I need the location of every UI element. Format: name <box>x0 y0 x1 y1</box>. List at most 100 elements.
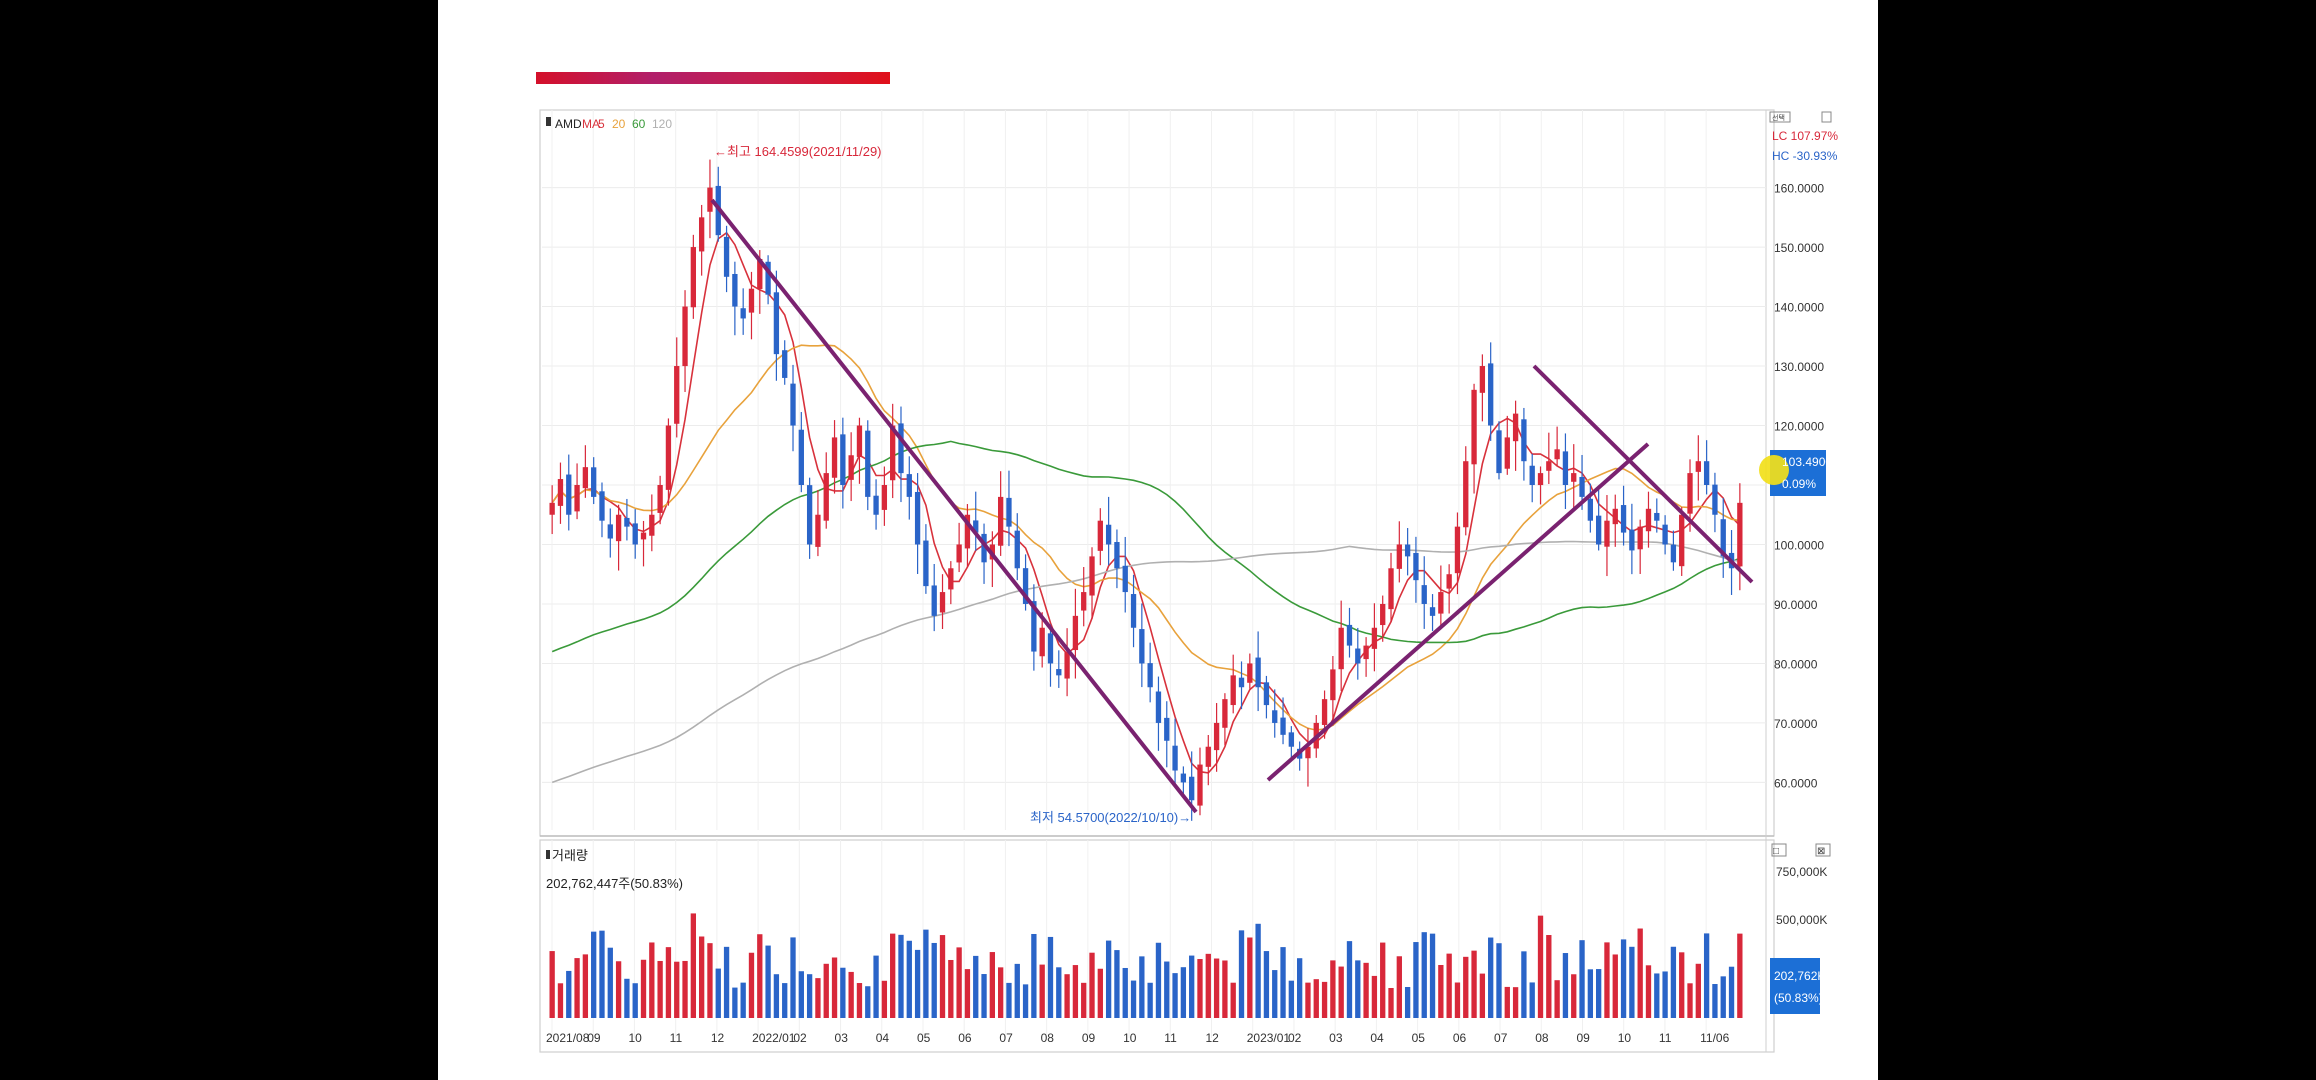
candle-body <box>1703 461 1710 485</box>
volume-bar <box>1429 933 1436 1018</box>
volume-bar <box>1172 973 1178 1018</box>
ma-legend: AMD MA 5 20 60 120 <box>546 117 672 131</box>
volume-panel-close-label: ⊠ <box>1817 846 1825 857</box>
trendline-down-2 <box>1532 364 1754 584</box>
candle-body <box>1114 542 1120 569</box>
volume-bar <box>973 955 979 1018</box>
date-tick-label: 08 <box>1041 1031 1055 1045</box>
candle-body <box>1537 473 1544 486</box>
volume-bar <box>923 929 929 1018</box>
date-tick-label: 12 <box>711 1031 725 1045</box>
candle-body <box>1629 529 1635 551</box>
volume-bar <box>1612 954 1618 1018</box>
volume-bar <box>582 954 589 1018</box>
candle-body <box>1097 520 1103 551</box>
candle-body <box>1488 363 1494 426</box>
candle-body <box>848 455 854 480</box>
candle-body <box>1595 515 1602 545</box>
volume-bar <box>1321 981 1328 1018</box>
candle-body <box>1438 592 1444 614</box>
volume-bar <box>848 971 854 1018</box>
date-tick-label: 11 <box>1659 1031 1672 1045</box>
candle-body <box>1380 603 1386 626</box>
trendline-down-1 <box>710 198 1198 814</box>
high-annotation: ←최고 164.4599(2021/11/29) <box>714 144 882 159</box>
candle-body <box>997 496 1004 546</box>
candle-body <box>1720 519 1726 557</box>
candle-body <box>873 495 879 515</box>
lc-text: LC 107.97% <box>1772 129 1838 143</box>
legend-marker <box>546 117 551 126</box>
date-tick-label: 03 <box>835 1031 849 1045</box>
volume-bar <box>1280 947 1286 1018</box>
price-tick-label: 80.0000 <box>1774 657 1818 671</box>
candle-body <box>1712 484 1718 515</box>
volume-bar <box>1180 967 1187 1018</box>
volume-bar <box>1396 956 1402 1018</box>
volume-bar <box>1587 969 1594 1018</box>
candle-body <box>1612 508 1618 525</box>
candle-body <box>657 485 663 513</box>
volume-bar <box>906 940 912 1018</box>
volume-bar <box>1338 966 1344 1018</box>
candle-body <box>1670 544 1677 563</box>
ma-5-label: 5 <box>598 117 605 131</box>
panel-select-button[interactable] <box>1769 111 1791 123</box>
candle-body <box>1446 574 1452 589</box>
ma-120-line <box>551 540 1740 784</box>
candle-body <box>1346 624 1353 646</box>
volume-bar <box>1039 964 1045 1018</box>
volume-bar <box>765 945 771 1018</box>
volume-bar <box>1255 923 1261 1018</box>
volume-bar <box>815 978 821 1018</box>
candle-body <box>1272 710 1278 723</box>
candlesticks <box>549 159 1743 821</box>
candle-body <box>615 514 622 542</box>
volume-bar <box>865 986 871 1018</box>
candle-body <box>1338 627 1344 670</box>
volume-bar <box>881 980 888 1018</box>
volume-bar <box>640 959 647 1018</box>
volume-bar <box>997 967 1004 1018</box>
price-tick-label: 160.0000 <box>1774 182 1824 196</box>
volume-title: 거래량 <box>552 848 588 863</box>
date-tick-label: 04 <box>1370 1031 1384 1045</box>
volume-bar <box>1296 958 1303 1018</box>
volume-bar <box>1147 982 1153 1018</box>
candle-body <box>599 491 605 521</box>
volume-bar <box>1554 980 1560 1018</box>
candle-body <box>1280 717 1286 735</box>
price-tick-label: 90.0000 <box>1774 598 1818 612</box>
volume-value: 202,762,447주(50.83%) <box>546 876 683 891</box>
volume-bar <box>1537 915 1544 1018</box>
volume-bar <box>732 987 738 1018</box>
price-tick-label: 140.0000 <box>1774 301 1824 315</box>
volume-panel-close[interactable] <box>1815 843 1831 857</box>
candle-body <box>948 568 954 590</box>
candle-body <box>881 485 888 510</box>
candle-body <box>1006 497 1012 527</box>
volume-bar <box>1288 980 1295 1018</box>
volume-bar <box>1089 952 1095 1018</box>
volume-bar <box>1313 979 1319 1018</box>
date-tick-label: 09 <box>1576 1031 1590 1045</box>
panel-close-button[interactable] <box>1821 111 1832 123</box>
candle-body <box>815 514 821 547</box>
ma-60-line <box>551 440 1741 653</box>
candle-body <box>1047 633 1054 664</box>
volume-panel-button[interactable] <box>1771 843 1787 857</box>
volume-panel-frame <box>539 839 1775 1053</box>
volume-bar <box>1496 943 1502 1018</box>
ticker-label: AMD <box>555 117 582 131</box>
volume-bar <box>566 970 572 1018</box>
date-tick-label: 09 <box>587 1031 601 1045</box>
volume-bar <box>1205 953 1211 1018</box>
candle-body <box>1679 514 1685 567</box>
candle-body <box>574 485 580 512</box>
volume-bar <box>1122 967 1128 1018</box>
candle-body <box>790 383 796 426</box>
price-tick-label: 60.0000 <box>1774 776 1818 790</box>
volume-marker <box>546 850 550 859</box>
panel-select-label: 선택 <box>1772 113 1785 122</box>
volume-bar <box>1056 967 1062 1018</box>
